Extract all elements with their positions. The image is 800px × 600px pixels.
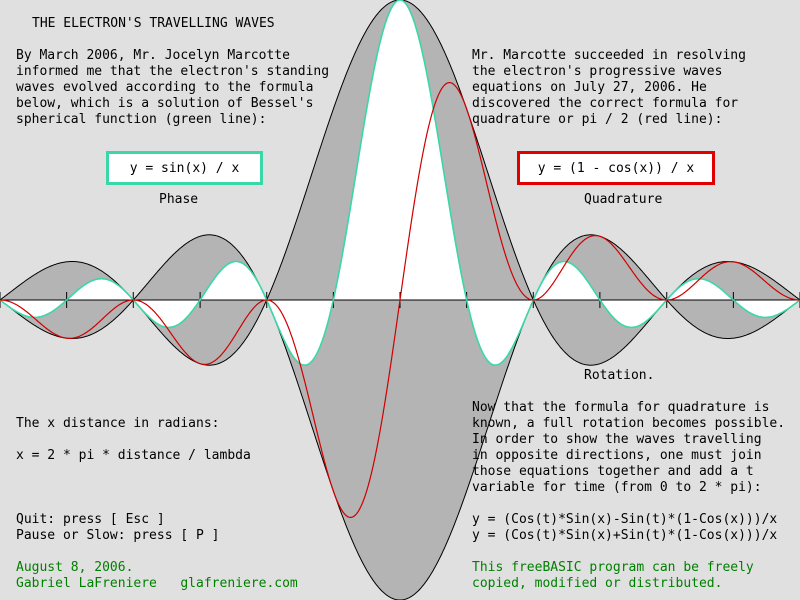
left-intro-line: waves evolved according to the formula [16,80,314,95]
rotation-equation-2: y = (Cos(t)*Sin(x)+Sin(t)*(1-Cos(x)))/x [472,528,778,543]
right-intro-line: Mr. Marcotte succeeded in resolving [472,48,746,63]
left-intro-line: below, which is a solution of Bessel's [16,96,314,111]
footer-author: Gabriel LaFreniere glafreniere.com [16,576,298,591]
right-intro: Mr. Marcotte succeeded in resolving the … [472,48,746,128]
rotation-text-line: known, a full rotation becomes possible. [472,416,786,431]
rotation-text-line: in opposite directions, one must join [472,448,762,463]
rotation-text: Now that the formula for quadrature is k… [472,400,785,496]
left-intro-line: By March 2006, Mr. Jocelyn Marcotte [16,48,290,63]
rotation-text-line: those equations together and add a t [472,464,754,479]
quadrature-formula: y = (1 - cos(x)) / x [537,160,695,176]
phase-fill-area [0,0,800,366]
rotation-text-line: variable for time (from 0 to 2 * pi): [472,480,762,495]
right-intro-line: quadrature or pi / 2 (red line): [472,112,723,127]
right-intro-line: discovered the correct formula for [472,96,739,111]
rotation-text-line: Now that the formula for quadrature is [472,400,770,415]
rotation-text-line: In order to show the waves travelling [472,432,762,447]
left-intro-line: spherical function (green line): [16,112,267,127]
quit-instruction: Quit: press [ Esc ] [16,512,165,527]
left-intro-line: informed me that the electron's standing [16,64,330,79]
phase-label: Phase [159,192,199,207]
left-intro: By March 2006, Mr. Jocelyn Marcotte info… [16,48,329,128]
phase-formula-box: y = sin(x) / x [106,151,263,185]
distance-formula: x = 2 * pi * distance / lambda [16,448,251,463]
footer-date: August 8, 2006. [16,560,134,575]
page-title: THE ELECTRON'S TRAVELLING WAVES [32,16,275,31]
right-intro-line: the electron's progressive waves [472,64,723,79]
quadrature-label: Quadrature [584,192,663,207]
phase-formula: y = sin(x) / x [129,160,240,176]
rotation-equation-1: y = (Cos(t)*Sin(x)-Sin(t)*(1-Cos(x)))/x [472,512,778,527]
right-intro-line: equations on July 27, 2006. He [472,80,707,95]
footer-license-2: copied, modified or distributed. [472,576,723,591]
quadrature-line [0,82,800,518]
distance-heading: The x distance in radians: [16,416,220,431]
quadrature-formula-box: y = (1 - cos(x)) / x [517,151,715,185]
pause-instruction: Pause or Slow: press [ P ] [16,528,220,543]
footer-license-1: This freeBASIC program can be freely [472,560,754,575]
rotation-label: Rotation. [584,368,655,383]
